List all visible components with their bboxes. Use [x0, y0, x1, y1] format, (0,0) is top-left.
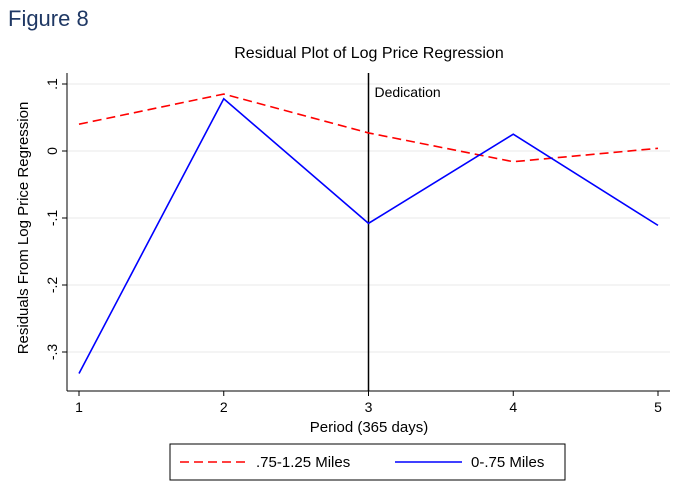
legend-label: .75-1.25 Miles: [256, 454, 350, 471]
figure-label: Figure 8: [8, 6, 89, 31]
y-tick-label: -.3: [44, 344, 60, 361]
legend: .75-1.25 Miles 0-.75 Miles: [169, 443, 566, 481]
series-line-near: [78, 97, 659, 374]
dedication-label: Dedication: [375, 84, 441, 100]
series-layer: [78, 93, 659, 374]
annotation-layer: Dedication: [367, 73, 441, 391]
y-tick-label: .1: [44, 78, 60, 90]
x-ticks: 1 2 3 4 5: [75, 391, 662, 415]
legend-box: [169, 443, 566, 481]
x-axis-label: Period (365 days): [310, 419, 428, 436]
x-tick-label: 1: [75, 399, 83, 415]
series-line-far: [78, 93, 659, 163]
y-axis-label: Residuals From Log Price Regression: [15, 102, 32, 355]
x-tick-label: 3: [365, 399, 373, 415]
y-tick-label: -.2: [44, 277, 60, 294]
y-tick-label: -.1: [44, 210, 60, 227]
y-tick-label: 0: [44, 147, 60, 155]
y-ticks: .1 0 -.1 -.2 -.3: [44, 78, 67, 360]
chart-title: Residual Plot of Log Price Regression: [234, 45, 503, 62]
x-tick-label: 4: [509, 399, 517, 415]
x-tick-label: 5: [654, 399, 662, 415]
legend-label: 0-.75 Miles: [471, 454, 544, 471]
x-tick-label: 2: [220, 399, 228, 415]
